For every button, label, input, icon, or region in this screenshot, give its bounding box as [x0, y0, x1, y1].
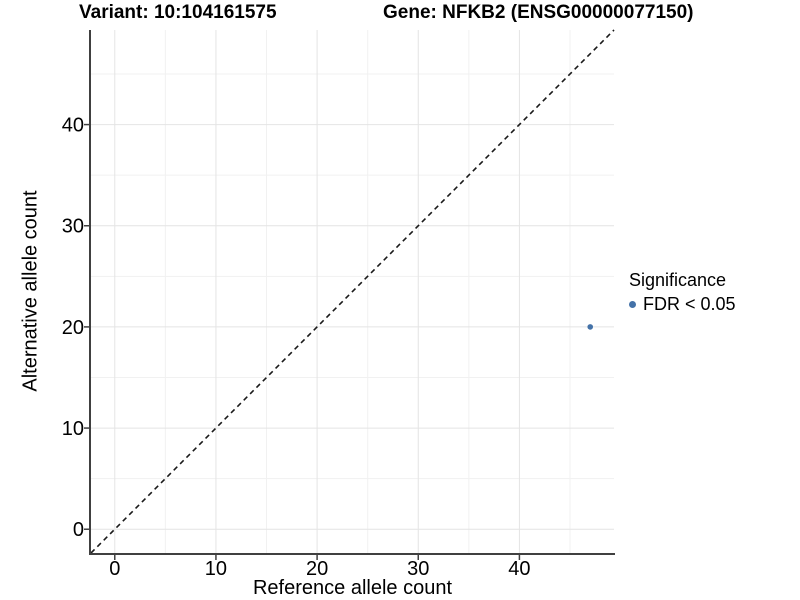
plot-title-variant: Variant: 10:104161575 — [79, 2, 277, 23]
y-axis-title: Alternative allele count — [19, 190, 42, 392]
x-axis-tick-label: 10 — [205, 558, 227, 580]
identity-line — [90, 29, 615, 554]
x-axis-tick-label: 30 — [407, 558, 429, 580]
y-axis-tick-label: 0 — [73, 519, 84, 541]
y-axis-tick-label: 40 — [62, 115, 84, 137]
x-axis-title: Reference allele count — [252, 577, 452, 599]
legend: Significance FDR < 0.05 — [629, 270, 736, 315]
x-axis-tick-label: 40 — [508, 558, 530, 580]
y-axis-tick-label: 10 — [62, 418, 84, 440]
x-axis-tick-label: 0 — [109, 558, 120, 580]
x-axis-tick-label: 20 — [306, 558, 328, 580]
y-axis-tick-label: 30 — [62, 216, 84, 238]
legend-item: FDR < 0.05 — [629, 294, 736, 315]
legend-item-label: FDR < 0.05 — [643, 294, 736, 314]
legend-title: Significance — [629, 270, 727, 290]
y-axis-tick-label: 20 — [62, 317, 84, 339]
data-point — [587, 324, 594, 330]
legend-point-icon — [629, 301, 636, 308]
plot-title-gene: Gene: NFKB2 (ENSG00000077150) — [383, 2, 694, 23]
